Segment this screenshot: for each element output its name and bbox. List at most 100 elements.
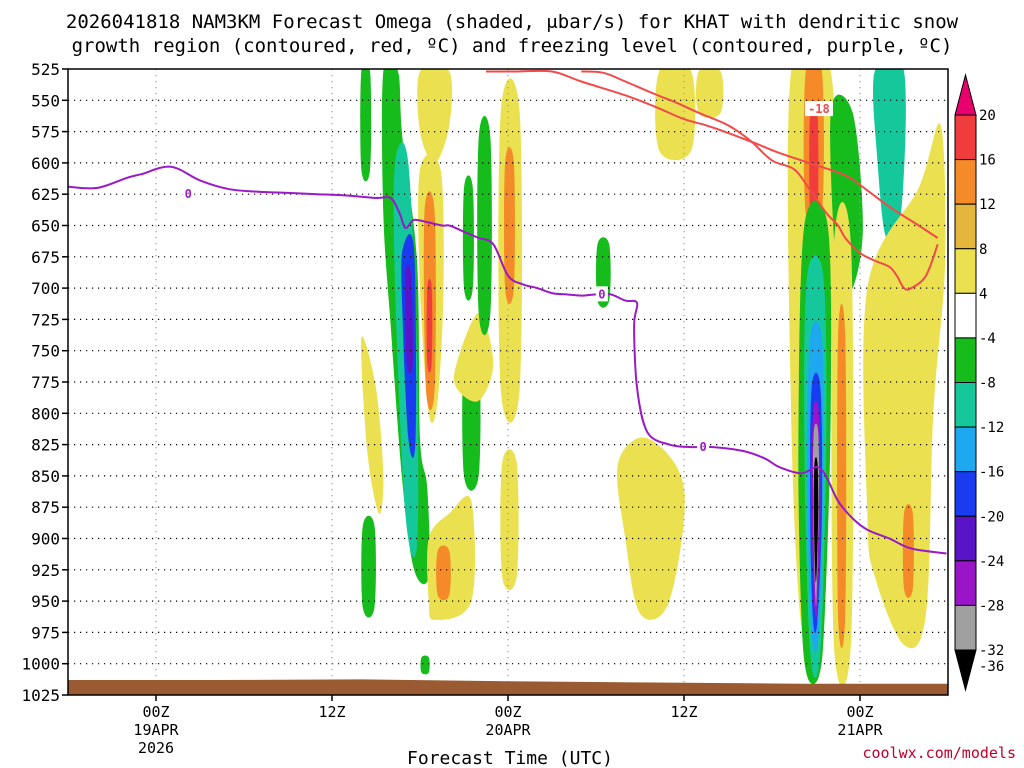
y-tick-label-825: 825: [31, 436, 60, 455]
x-tick-label-6-1: 00Z: [142, 703, 169, 721]
colorbar-swatch-7: [954, 382, 977, 428]
colorbar-label-5: -4: [979, 331, 996, 347]
colorbar: 20 16 12 8 4 -4 -8 -12 -16 -20 -24 -28 -32-36: [954, 73, 1004, 692]
contour-label-2: 0: [699, 440, 706, 454]
colorbar-swatch-3: [954, 203, 977, 250]
colorbar-swatch-1: [954, 114, 977, 161]
colorbar-swatch-13: [954, 649, 977, 692]
y-tick-label-975: 975: [31, 623, 60, 642]
omega-area-orange-right-col: [837, 303, 847, 649]
colorbar-label-12: -32: [979, 643, 1004, 659]
x-tick-label-6-3: 2026: [138, 739, 174, 757]
colorbar-swatch-2: [954, 159, 977, 205]
omega-area-orange-far-right: [902, 504, 914, 598]
colorbar-label-9: -20: [979, 509, 1004, 525]
omega-area-red-main: [426, 278, 433, 373]
contour-dgz-minus18-top: [485, 69, 939, 239]
y-tick-label-600: 600: [31, 154, 60, 173]
x-tick-label-18-1: 12Z: [318, 703, 345, 721]
omega-area-green-small-b: [420, 655, 430, 675]
grid-layer: [68, 69, 948, 695]
y-tick-label-850: 850: [31, 467, 60, 486]
chart-title-line2: growth region (contoured, red, ºC) and f…: [72, 35, 953, 57]
source-credit: coolwx.com/models: [862, 744, 1016, 762]
y-tick-label-725: 725: [31, 310, 60, 329]
y-tick-label-900: 900: [31, 530, 60, 549]
contour-layer: 0 0 0 -18: [68, 69, 947, 555]
omega-area-yellow-top-b: [695, 69, 724, 118]
omega-area-green-small-a: [361, 515, 376, 618]
y-tick-label-925: 925: [31, 561, 60, 580]
plot-area: 0 0 0 -18: [67, 68, 949, 696]
y-tick-label-875: 875: [31, 498, 60, 517]
omega-area-black-late-core: [813, 457, 819, 583]
colorbar-swatch-8: [954, 426, 977, 473]
omega-area-yellow-far-right: [863, 123, 946, 649]
y-tick-label-625: 625: [31, 185, 60, 204]
y-tick-label-525: 525: [31, 60, 60, 79]
omega-area-green-col-20apr: [477, 115, 492, 336]
contour-label-bg-3: [804, 101, 833, 117]
omega-area-yellow-early: [417, 69, 453, 163]
x-axis-title: Forecast Time (UTC): [407, 748, 613, 768]
colorbar-swatch-9: [954, 471, 977, 517]
omega-area-yellow-low-20apr: [500, 449, 519, 591]
x-tick-label-42-1: 12Z: [670, 703, 697, 721]
contour-label-1: 0: [598, 287, 605, 301]
omega-area-green-lower-2: [462, 175, 474, 301]
omega-area-green-early: [360, 69, 372, 182]
colorbar-label-2: 12: [979, 197, 996, 213]
colorbar-swatch-6: [954, 337, 977, 383]
y-tick-label-1000: 1000: [21, 655, 60, 674]
y-tick-label-675: 675: [31, 248, 60, 267]
colorbar-swatch-12: [954, 604, 977, 651]
colorbar-label-7: -12: [979, 420, 1004, 436]
colorbar-label-11: -28: [979, 598, 1004, 614]
omega-area-yellow-3-mid: [453, 313, 494, 402]
contour-label-3: -18: [808, 102, 830, 116]
omega-area-yellow-right-mid: [616, 437, 685, 620]
colorbar-label-6: -8: [979, 376, 996, 392]
y-tick-label-1025: 1025: [21, 686, 60, 705]
colorbar-label-10: -24: [979, 554, 1004, 570]
terrain-layer: [68, 679, 948, 695]
omega-area-yellow-lower-left: [361, 336, 384, 515]
contour-label-0: 0: [185, 187, 192, 201]
x-tick-label-30-2: 20APR: [485, 721, 531, 739]
y-tick-label-775: 775: [31, 373, 60, 392]
omega-area-orange-2-low: [436, 545, 451, 601]
colorbar-label-3: 8: [979, 242, 987, 258]
chart-title-line1: 2026041818 NAM3KM Forecast Omega (shaded…: [66, 11, 959, 33]
y-tick-label-700: 700: [31, 279, 60, 298]
omega-area-orange-col-20apr: [503, 147, 515, 304]
omega-shading-layer: [360, 69, 946, 688]
colorbar-label-1: 16: [979, 153, 996, 169]
colorbar-label-4: 4: [979, 286, 987, 302]
y-axis: 525 550 575 600 625 650 675 700 725 750 775 800 825 8…: [21, 60, 68, 705]
omega-area-red-late-top: [809, 100, 819, 226]
contour-label-bg-1: [595, 286, 608, 302]
x-tick-label-6-2: 19APR: [133, 721, 179, 739]
colorbar-label-8: -16: [979, 465, 1004, 481]
colorbar-swatch-0: [954, 73, 977, 116]
x-tick-label-30-1: 00Z: [494, 703, 521, 721]
y-tick-label-950: 950: [31, 592, 60, 611]
contour-label-bg-2: [697, 439, 710, 455]
contour-dgz-minus12-bottom: [581, 70, 939, 291]
colorbar-label-13: -36: [979, 659, 1004, 675]
y-tick-label-550: 550: [31, 91, 60, 110]
contour-freezing-level: [68, 165, 947, 555]
x-tick-label-54-2: 21APR: [837, 721, 883, 739]
omega-area-purple-main: [405, 264, 413, 375]
colorbar-swatch-10: [954, 515, 977, 562]
contour-label-bg-0: [182, 186, 195, 202]
colorbar-swatch-5: [954, 292, 977, 339]
colorbar-swatch-11: [954, 560, 977, 606]
terrain-surface: [68, 679, 948, 695]
x-tick-label-54-1: 00Z: [846, 703, 873, 721]
y-tick-label-800: 800: [31, 404, 60, 423]
y-tick-label-750: 750: [31, 342, 60, 361]
y-tick-label-575: 575: [31, 123, 60, 142]
